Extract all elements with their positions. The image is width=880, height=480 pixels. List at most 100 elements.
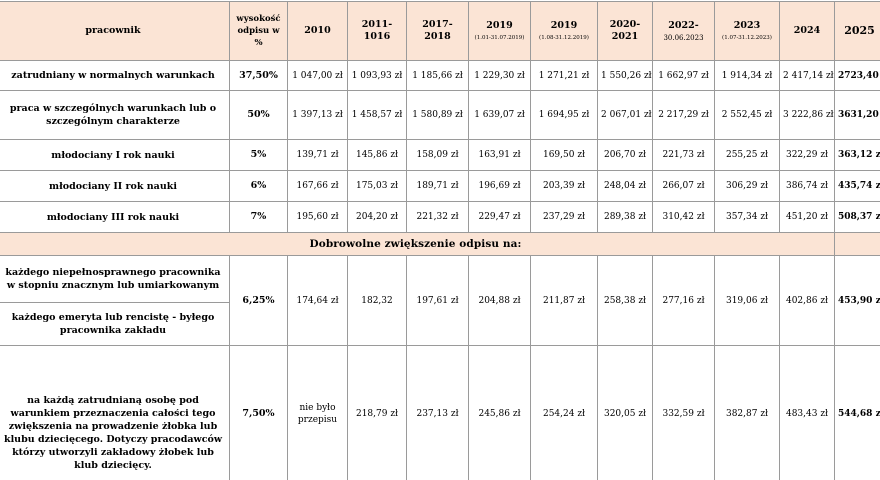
section-filler: [834, 232, 880, 256]
row-label: praca w szczególnych warunkach lub o szc…: [0, 90, 230, 140]
cell-value: 1 229,30 zł: [468, 60, 531, 91]
table-row: na każdą zatrudnianą osobę pod warunkiem…: [0, 345, 880, 480]
header-rate: wysokość odpisu w %: [229, 1, 288, 61]
table-row: każdego niepełnosprawnego pracownika w s…: [0, 255, 880, 346]
row-label: zatrudniany w normalnych warunkach: [0, 60, 230, 91]
cell-value-2025: 3631,20 zł: [834, 90, 880, 140]
cell-value: 332,59 zł: [652, 345, 715, 480]
row-rate: 6%: [229, 170, 288, 202]
cell-value: 1 397,13 zł: [287, 90, 348, 140]
cell-value: 319,06 zł: [714, 255, 780, 346]
cell-value: 3 222,86 zł: [779, 90, 835, 140]
cell-value: 2 552,45 zł: [714, 90, 780, 140]
cell-value: 158,09 zł: [406, 139, 469, 171]
table-row: młodociany III rok nauki 7% 195,60 zł 20…: [0, 201, 880, 233]
cell-value-2025: 508,37 zł: [834, 201, 880, 233]
cell-value: 1 093,93 zł: [347, 60, 407, 91]
row-rate: 5%: [229, 139, 288, 171]
cell-value: 357,34 zł: [714, 201, 780, 233]
table-row: młodociany I rok nauki 5% 139,71 zł 145,…: [0, 139, 880, 171]
header-year: 2023 (1.07-31.12.2023): [714, 1, 780, 61]
header-worker: pracownik: [0, 1, 230, 61]
cell-value: 139,71 zł: [287, 139, 348, 171]
cell-value-2025: 363,12 zł: [834, 139, 880, 171]
cell-value: 310,42 zł: [652, 201, 715, 233]
row-label: młodociany II rok nauki: [0, 170, 230, 202]
cell-value-2025: 544,68 zł: [834, 345, 880, 480]
cell-value: 189,71 zł: [406, 170, 469, 202]
cell-value: 1 694,95 zł: [530, 90, 598, 140]
cell-value: 1 662,97 zł: [652, 60, 715, 91]
cell-value: 1 458,57 zł: [347, 90, 407, 140]
section-row: Dobrowolne zwiększenie odpisu na:: [0, 232, 880, 256]
header-year: 2019 (1.01-31.07.2019): [468, 1, 531, 61]
header-year: 2019 (1.08-31.12.2019): [530, 1, 598, 61]
cell-value: 1 580,89 zł: [406, 90, 469, 140]
cell-value: 382,87 zł: [714, 345, 780, 480]
table-row: praca w szczególnych warunkach lub o szc…: [0, 90, 880, 140]
row-label: na każdą zatrudnianą osobę pod warunkiem…: [0, 345, 230, 480]
cell-value: 451,20 zł: [779, 201, 835, 233]
cell-value: 255,25 zł: [714, 139, 780, 171]
cell-value: 320,05 zł: [597, 345, 653, 480]
cell-value-2025: 2723,40 zł: [834, 60, 880, 91]
row-label: młodociany I rok nauki: [0, 139, 230, 171]
cell-value: 197,61 zł: [406, 255, 469, 346]
header-year: 2017-2018: [406, 1, 469, 61]
cell-value: 237,29 zł: [530, 201, 598, 233]
cell-value: 145,86 zł: [347, 139, 407, 171]
cell-value: 386,74 zł: [779, 170, 835, 202]
header-year: 2022- 30.06.2023: [652, 1, 715, 61]
cell-value-2025: 435,74 zł: [834, 170, 880, 202]
cell-value: 204,20 zł: [347, 201, 407, 233]
cell-value: 169,50 zł: [530, 139, 598, 171]
cell-value: 182,32: [347, 255, 407, 346]
cell-value: 195,60 zł: [287, 201, 348, 233]
header-year: 2010: [287, 1, 348, 61]
cell-value: 196,69 zł: [468, 170, 531, 202]
cell-value: 1 271,21 zł: [530, 60, 598, 91]
header-row: pracownik wysokość odpisu w % 2010 2011-…: [0, 1, 880, 61]
cell-value: 211,87 zł: [530, 255, 598, 346]
table-row: zatrudniany w normalnych warunkach 37,50…: [0, 60, 880, 91]
header-year: 2024: [779, 1, 835, 61]
cell-value: 258,38 zł: [597, 255, 653, 346]
cell-value-2025: 453,90 zł: [834, 255, 880, 346]
cell-value: 221,32 zł: [406, 201, 469, 233]
cell-value: 1 047,00 zł: [287, 60, 348, 91]
cell-value: 237,13 zł: [406, 345, 469, 480]
cell-value: 203,39 zł: [530, 170, 598, 202]
row-rate: 7,50%: [229, 345, 288, 480]
table-row: młodociany II rok nauki 6% 167,66 zł 175…: [0, 170, 880, 202]
cell-value: 2 417,14 zł: [779, 60, 835, 91]
header-year-2025: 2025: [834, 1, 880, 61]
cell-value: 167,66 zł: [287, 170, 348, 202]
cell-value: 163,91 zł: [468, 139, 531, 171]
cell-value: 204,88 zł: [468, 255, 531, 346]
cell-value: 402,86 zł: [779, 255, 835, 346]
cell-value: 483,43 zł: [779, 345, 835, 480]
cell-value: 254,24 zł: [530, 345, 598, 480]
cell-value: 277,16 zł: [652, 255, 715, 346]
cell-value: 175,03 zł: [347, 170, 407, 202]
cell-value: 306,29 zł: [714, 170, 780, 202]
header-year: 2020-2021: [597, 1, 653, 61]
row-rate: 7%: [229, 201, 288, 233]
cell-value: 1 914,34 zł: [714, 60, 780, 91]
cell-value: 2 067,01 zł: [597, 90, 653, 140]
cell-value: 1 185,66 zł: [406, 60, 469, 91]
table-row: każdego emeryta lub rencistę - byłego pr…: [0, 302, 880, 346]
row-label: młodociany III rok nauki: [0, 201, 230, 233]
cell-value: 266,07 zł: [652, 170, 715, 202]
section-title: Dobrowolne zwiększenie odpisu na:: [0, 232, 835, 256]
cell-value: 322,29 zł: [779, 139, 835, 171]
row-label: każdego niepełnosprawnego pracownika w s…: [0, 255, 230, 303]
cell-value: 221,73 zł: [652, 139, 715, 171]
header-year: 2011-1016: [347, 1, 407, 61]
cell-value: 229,47 zł: [468, 201, 531, 233]
cell-value: 174,64 zł: [287, 255, 348, 346]
cell-value: 1 639,07 zł: [468, 90, 531, 140]
cell-value: 206,70 zł: [597, 139, 653, 171]
